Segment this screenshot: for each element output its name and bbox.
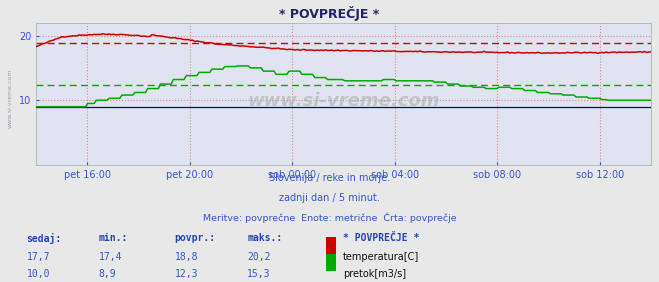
Text: 17,4: 17,4 xyxy=(99,252,123,262)
Text: * POVPREČJE *: * POVPREČJE * xyxy=(279,6,380,21)
Text: 20,2: 20,2 xyxy=(247,252,271,262)
Text: zadnji dan / 5 minut.: zadnji dan / 5 minut. xyxy=(279,193,380,203)
Text: pretok[m3/s]: pretok[m3/s] xyxy=(343,269,406,279)
Text: 17,7: 17,7 xyxy=(26,252,50,262)
Text: 18,8: 18,8 xyxy=(175,252,198,262)
Text: www.si-vreme.com: www.si-vreme.com xyxy=(247,92,440,110)
Text: min.:: min.: xyxy=(99,233,129,243)
Text: maks.:: maks.: xyxy=(247,233,282,243)
Text: 8,9: 8,9 xyxy=(99,269,117,279)
Text: 12,3: 12,3 xyxy=(175,269,198,279)
Text: Meritve: povprečne  Enote: metrične  Črta: povprečje: Meritve: povprečne Enote: metrične Črta:… xyxy=(203,213,456,223)
Text: povpr.:: povpr.: xyxy=(175,233,215,243)
Text: sedaj:: sedaj: xyxy=(26,233,61,244)
Text: 15,3: 15,3 xyxy=(247,269,271,279)
Text: * POVPREČJE *: * POVPREČJE * xyxy=(343,233,419,243)
Text: Slovenija / reke in morje.: Slovenija / reke in morje. xyxy=(269,173,390,183)
Text: temperatura[C]: temperatura[C] xyxy=(343,252,419,262)
Text: www.si-vreme.com: www.si-vreme.com xyxy=(8,69,13,128)
Text: 10,0: 10,0 xyxy=(26,269,50,279)
